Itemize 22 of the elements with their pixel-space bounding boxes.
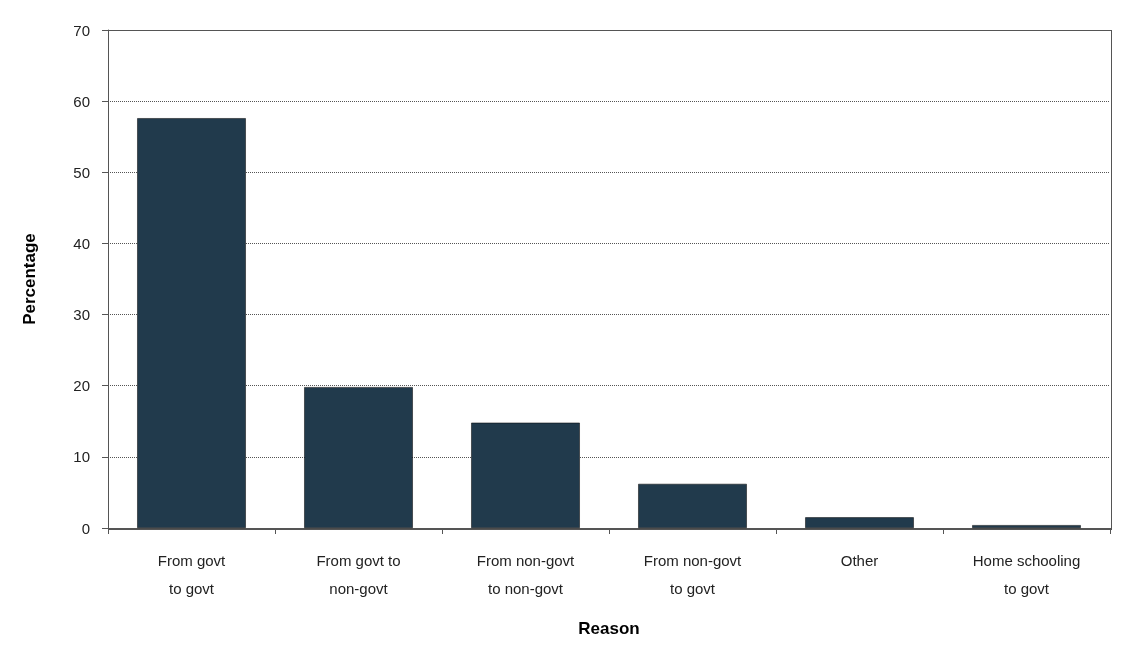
y-tick-label: 70 <box>73 21 90 39</box>
y-tick-label: 40 <box>73 234 90 252</box>
x-tick-label: Other <box>840 551 879 569</box>
y-tick-label: 30 <box>73 306 90 324</box>
x-tick-label: Home schooling to govt <box>972 551 1081 597</box>
bar <box>638 483 747 528</box>
bar <box>805 517 914 528</box>
y-tick-label: 60 <box>73 92 90 110</box>
bar <box>471 422 580 528</box>
y-tick-label: 10 <box>73 448 90 466</box>
x-tick-label: From non-govt to govt <box>643 551 743 597</box>
bar <box>972 525 1081 528</box>
y-axis-title: Percentage <box>20 233 39 325</box>
x-tick-label: From govt to non-govt <box>316 551 401 597</box>
x-tick-label: From non-govt to non-govt <box>476 551 576 597</box>
x-tick-label: From govt to govt <box>157 551 227 597</box>
y-tick-label: 50 <box>73 163 90 181</box>
y-tick-label: 20 <box>73 377 90 395</box>
bar <box>304 387 413 528</box>
bar <box>137 118 246 528</box>
y-tick-label: 0 <box>81 519 90 537</box>
x-axis-title: Reason <box>578 619 640 638</box>
